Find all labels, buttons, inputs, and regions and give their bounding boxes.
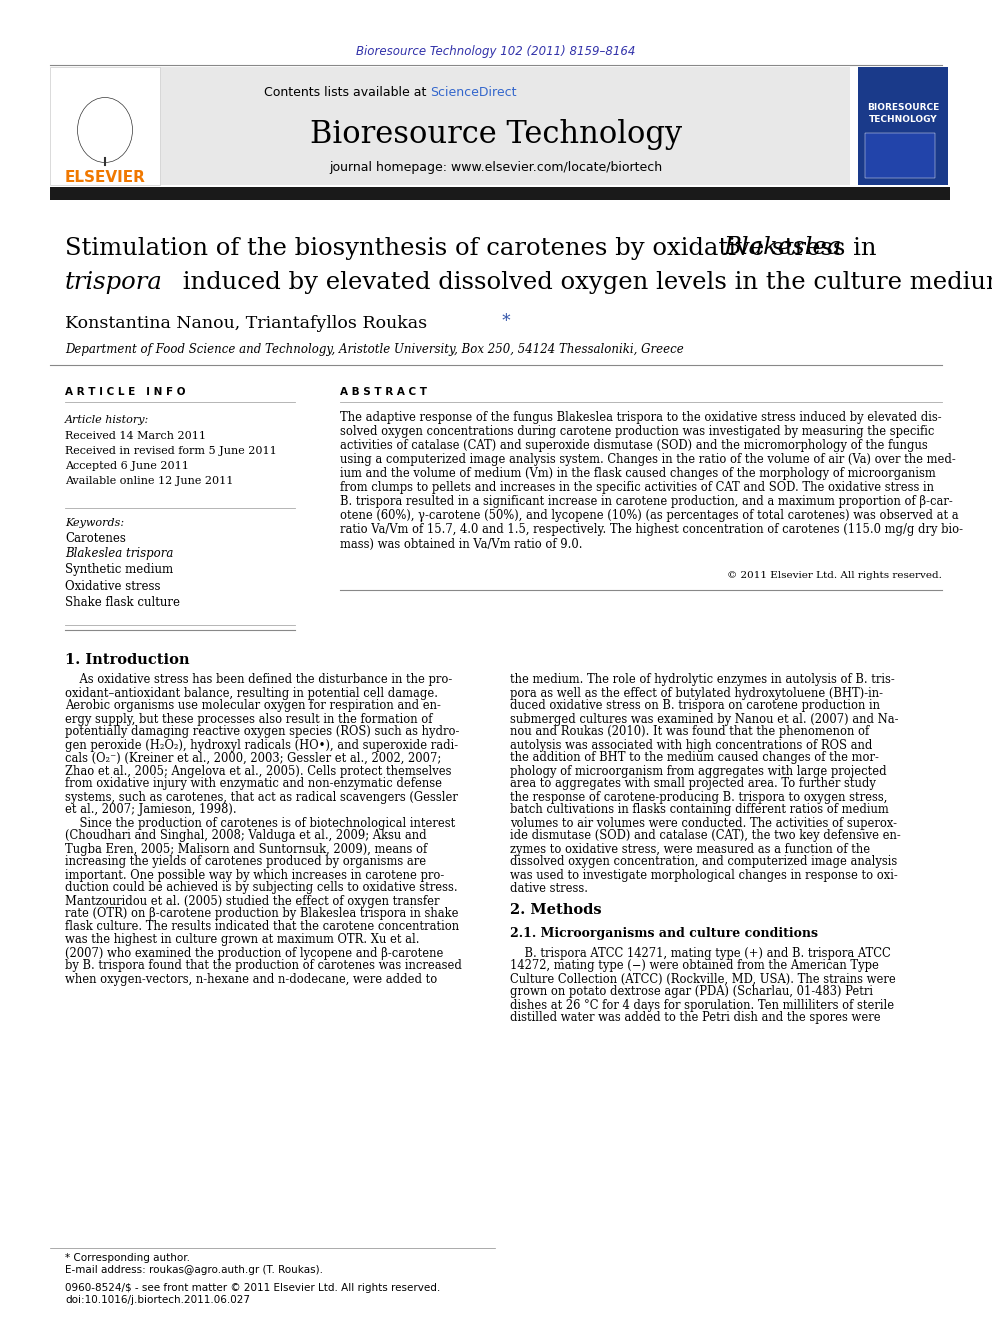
Text: using a computerized image analysis system. Changes in the ratio of the volume o: using a computerized image analysis syst…	[340, 454, 955, 467]
Text: increasing the yields of carotenes produced by organisms are: increasing the yields of carotenes produ…	[65, 856, 427, 868]
Text: ScienceDirect: ScienceDirect	[430, 86, 517, 98]
Text: *: *	[497, 312, 511, 329]
Text: Mantzouridou et al. (2005) studied the effect of oxygen transfer: Mantzouridou et al. (2005) studied the e…	[65, 894, 439, 908]
Text: induced by elevated dissolved oxygen levels in the culture medium: induced by elevated dissolved oxygen lev…	[175, 271, 992, 295]
Text: Konstantina Nanou, Triantafyllos Roukas: Konstantina Nanou, Triantafyllos Roukas	[65, 315, 428, 332]
Text: Keywords:: Keywords:	[65, 519, 124, 528]
Text: As oxidative stress has been defined the disturbance in the pro-: As oxidative stress has been defined the…	[65, 673, 452, 687]
Text: 1. Introduction: 1. Introduction	[65, 654, 189, 667]
Text: autolysis was associated with high concentrations of ROS and: autolysis was associated with high conce…	[510, 738, 872, 751]
Text: otene (60%), γ-carotene (50%), and lycopene (10%) (as percentages of total carot: otene (60%), γ-carotene (50%), and lycop…	[340, 509, 958, 523]
Text: zymes to oxidative stress, were measured as a function of the: zymes to oxidative stress, were measured…	[510, 843, 870, 856]
Text: phology of microorganism from aggregates with large projected: phology of microorganism from aggregates…	[510, 765, 887, 778]
Text: TECHNOLOGY: TECHNOLOGY	[869, 115, 937, 124]
Text: the medium. The role of hydrolytic enzymes in autolysis of B. tris-: the medium. The role of hydrolytic enzym…	[510, 673, 895, 687]
Text: batch cultivations in flasks containing different ratios of medium: batch cultivations in flasks containing …	[510, 803, 889, 816]
Text: A B S T R A C T: A B S T R A C T	[340, 388, 427, 397]
Text: important. One possible way by which increases in carotene pro-: important. One possible way by which inc…	[65, 868, 444, 881]
Text: oxidant–antioxidant balance, resulting in potential cell damage.: oxidant–antioxidant balance, resulting i…	[65, 687, 438, 700]
Text: * Corresponding author.: * Corresponding author.	[65, 1253, 190, 1263]
Text: trispora: trispora	[65, 271, 163, 295]
Text: et al., 2007; Jamieson, 1998).: et al., 2007; Jamieson, 1998).	[65, 803, 237, 816]
Text: Blakeslea: Blakeslea	[723, 237, 841, 259]
Text: cals (O₂⁻) (Kreiner et al., 2000, 2003; Gessler et al., 2002, 2007;: cals (O₂⁻) (Kreiner et al., 2000, 2003; …	[65, 751, 441, 765]
Text: Zhao et al., 2005; Angelova et al., 2005). Cells protect themselves: Zhao et al., 2005; Angelova et al., 2005…	[65, 765, 451, 778]
Text: A R T I C L E   I N F O: A R T I C L E I N F O	[65, 388, 186, 397]
Text: B. trispora ATCC 14271, mating type (+) and B. trispora ATCC: B. trispora ATCC 14271, mating type (+) …	[510, 946, 891, 959]
Text: Blakeslea trispora: Blakeslea trispora	[65, 548, 174, 561]
Text: © 2011 Elsevier Ltd. All rights reserved.: © 2011 Elsevier Ltd. All rights reserved…	[727, 572, 942, 581]
Text: Received 14 March 2011: Received 14 March 2011	[65, 431, 206, 441]
Text: gen peroxide (H₂O₂), hydroxyl radicals (HO•), and superoxide radi-: gen peroxide (H₂O₂), hydroxyl radicals (…	[65, 738, 458, 751]
Text: (2007) who examined the production of lycopene and β-carotene: (2007) who examined the production of ly…	[65, 946, 443, 959]
Bar	[865, 134, 935, 179]
Text: BIORESOURCE: BIORESOURCE	[867, 103, 939, 112]
Text: duction could be achieved is by subjecting cells to oxidative stress.: duction could be achieved is by subjecti…	[65, 881, 457, 894]
Text: (Choudhari and Singhal, 2008; Valduga et al., 2009; Aksu and: (Choudhari and Singhal, 2008; Valduga et…	[65, 830, 427, 843]
Text: was the highest in culture grown at maximum OTR. Xu et al.: was the highest in culture grown at maxi…	[65, 934, 420, 946]
Text: when oxygen-vectors, n-hexane and n-dodecane, were added to: when oxygen-vectors, n-hexane and n-dode…	[65, 972, 437, 986]
Text: ratio Va/Vm of 15.7, 4.0 and 1.5, respectively. The highest concentration of car: ratio Va/Vm of 15.7, 4.0 and 1.5, respec…	[340, 524, 963, 537]
Text: mass) was obtained in Va/Vm ratio of 9.0.: mass) was obtained in Va/Vm ratio of 9.0…	[340, 537, 582, 550]
Text: Aerobic organisms use molecular oxygen for respiration and en-: Aerobic organisms use molecular oxygen f…	[65, 700, 440, 713]
Text: Tugba Eren, 2005; Malisorn and Suntornsuk, 2009), means of: Tugba Eren, 2005; Malisorn and Suntornsu…	[65, 843, 428, 856]
Text: E-mail address: roukas@agro.auth.gr (T. Roukas).: E-mail address: roukas@agro.auth.gr (T. …	[65, 1265, 323, 1275]
Text: from oxidative injury with enzymatic and non-enzymatic defense: from oxidative injury with enzymatic and…	[65, 778, 442, 791]
Text: pora as well as the effect of butylated hydroxytoluene (BHT)-in-: pora as well as the effect of butylated …	[510, 687, 883, 700]
Text: Bioresource Technology 102 (2011) 8159–8164: Bioresource Technology 102 (2011) 8159–8…	[356, 45, 636, 58]
Text: systems, such as carotenes, that act as radical scavengers (Gessler: systems, such as carotenes, that act as …	[65, 791, 458, 803]
Text: Shake flask culture: Shake flask culture	[65, 595, 180, 609]
Text: Received in revised form 5 June 2011: Received in revised form 5 June 2011	[65, 446, 277, 456]
Text: dishes at 26 °C for 4 days for sporulation. Ten milliliters of sterile: dishes at 26 °C for 4 days for sporulati…	[510, 999, 894, 1012]
Text: ergy supply, but these processes also result in the formation of: ergy supply, but these processes also re…	[65, 713, 433, 725]
Text: 2. Methods: 2. Methods	[510, 904, 601, 917]
Text: ide dismutase (SOD) and catalase (CAT), the two key defensive en-: ide dismutase (SOD) and catalase (CAT), …	[510, 830, 901, 843]
Text: doi:10.1016/j.biortech.2011.06.027: doi:10.1016/j.biortech.2011.06.027	[65, 1295, 250, 1304]
Text: grown on potato dextrose agar (PDA) (Scharlau, 01-483) Petri: grown on potato dextrose agar (PDA) (Sch…	[510, 986, 873, 999]
Text: distilled water was added to the Petri dish and the spores were: distilled water was added to the Petri d…	[510, 1012, 881, 1024]
Text: nou and Roukas (2010). It was found that the phenomenon of: nou and Roukas (2010). It was found that…	[510, 725, 869, 738]
Bar	[858, 67, 948, 185]
Text: 2.1. Microorganisms and culture conditions: 2.1. Microorganisms and culture conditio…	[510, 926, 818, 939]
Text: Since the production of carotenes is of biotechnological interest: Since the production of carotenes is of …	[65, 816, 455, 830]
Text: Accepted 6 June 2011: Accepted 6 June 2011	[65, 460, 188, 471]
Bar	[50, 187, 950, 200]
Text: dative stress.: dative stress.	[510, 881, 588, 894]
Text: Article history:: Article history:	[65, 415, 149, 425]
Text: submerged cultures was examined by Nanou et al. (2007) and Na-: submerged cultures was examined by Nanou…	[510, 713, 899, 725]
Text: Available online 12 June 2011: Available online 12 June 2011	[65, 476, 233, 486]
Text: by B. trispora found that the production of carotenes was increased: by B. trispora found that the production…	[65, 959, 462, 972]
Text: Culture Collection (ATCC) (Rockville, MD, USA). The strains were: Culture Collection (ATCC) (Rockville, MD…	[510, 972, 896, 986]
Text: duced oxidative stress on B. trispora on carotene production in: duced oxidative stress on B. trispora on…	[510, 700, 880, 713]
Text: rate (OTR) on β-carotene production by Blakeslea trispora in shake: rate (OTR) on β-carotene production by B…	[65, 908, 458, 921]
Text: solved oxygen concentrations during carotene production was investigated by meas: solved oxygen concentrations during caro…	[340, 426, 934, 438]
Text: Department of Food Science and Technology, Aristotle University, Box 250, 54124 : Department of Food Science and Technolog…	[65, 344, 683, 356]
Text: Contents lists available at: Contents lists available at	[264, 86, 430, 98]
Text: B. trispora resulted in a significant increase in carotene production, and a max: B. trispora resulted in a significant in…	[340, 496, 952, 508]
Text: was used to investigate morphological changes in response to oxi-: was used to investigate morphological ch…	[510, 868, 898, 881]
Text: journal homepage: www.elsevier.com/locate/biortech: journal homepage: www.elsevier.com/locat…	[329, 161, 663, 175]
Text: Synthetic medium: Synthetic medium	[65, 564, 174, 577]
Text: 14272, mating type (−) were obtained from the American Type: 14272, mating type (−) were obtained fro…	[510, 959, 879, 972]
Text: Bioresource Technology: Bioresource Technology	[310, 119, 682, 151]
Text: potentially damaging reactive oxygen species (ROS) such as hydro-: potentially damaging reactive oxygen spe…	[65, 725, 459, 738]
Text: Stimulation of the biosynthesis of carotenes by oxidative stress in: Stimulation of the biosynthesis of carot…	[65, 237, 884, 259]
Text: the response of carotene-producing B. trispora to oxygen stress,: the response of carotene-producing B. tr…	[510, 791, 888, 803]
Text: volumes to air volumes were conducted. The activities of superox-: volumes to air volumes were conducted. T…	[510, 816, 897, 830]
Text: ELSEVIER: ELSEVIER	[64, 171, 146, 185]
Text: The adaptive response of the fungus Blakeslea trispora to the oxidative stress i: The adaptive response of the fungus Blak…	[340, 411, 941, 425]
Text: dissolved oxygen concentration, and computerized image analysis: dissolved oxygen concentration, and comp…	[510, 856, 897, 868]
Bar	[160, 67, 850, 185]
Text: area to aggregates with small projected area. To further study: area to aggregates with small projected …	[510, 778, 876, 791]
Text: 0960-8524/$ - see front matter © 2011 Elsevier Ltd. All rights reserved.: 0960-8524/$ - see front matter © 2011 El…	[65, 1283, 440, 1293]
Text: ium and the volume of medium (Vm) in the flask caused changes of the morphology : ium and the volume of medium (Vm) in the…	[340, 467, 935, 480]
Text: flask culture. The results indicated that the carotene concentration: flask culture. The results indicated tha…	[65, 921, 459, 934]
Text: activities of catalase (CAT) and superoxide dismutase (SOD) and the micromorphol: activities of catalase (CAT) and superox…	[340, 439, 928, 452]
Text: the addition of BHT to the medium caused changes of the mor-: the addition of BHT to the medium caused…	[510, 751, 879, 765]
Bar	[50, 67, 160, 185]
Text: from clumps to pellets and increases in the specific activities of CAT and SOD. : from clumps to pellets and increases in …	[340, 482, 934, 495]
Text: Carotenes: Carotenes	[65, 532, 126, 545]
Text: Oxidative stress: Oxidative stress	[65, 579, 161, 593]
